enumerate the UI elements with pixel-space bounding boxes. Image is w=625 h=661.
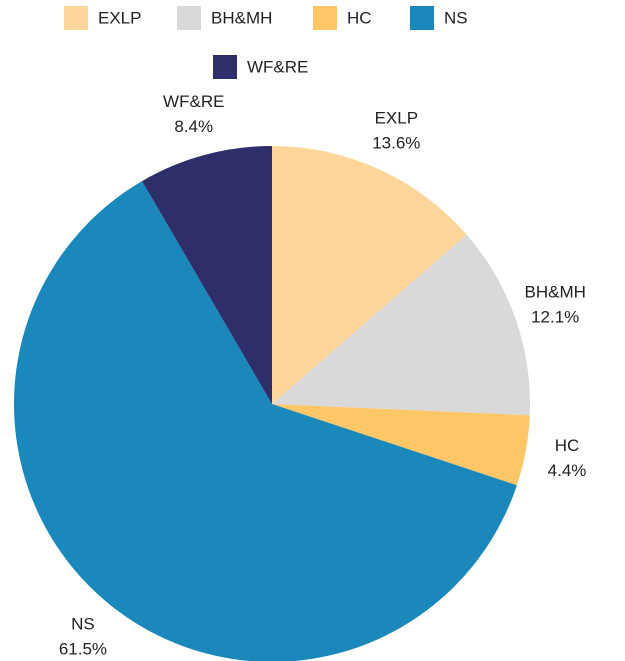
pie-slice xyxy=(272,404,530,486)
slice-value-label: 4.4% xyxy=(548,461,587,480)
pie-slice xyxy=(142,146,272,404)
legend-swatch xyxy=(213,55,237,79)
legend-label: EXLP xyxy=(98,8,141,27)
slice-label: BH&MH xyxy=(525,283,586,302)
slice-value-label: 13.6% xyxy=(372,133,420,152)
legend-label: NS xyxy=(444,8,468,27)
slice-label: NS xyxy=(71,614,95,633)
slice-value-label: 8.4% xyxy=(174,117,213,136)
legend-label: BH&MH xyxy=(211,8,272,27)
slice-label: EXLP xyxy=(375,108,418,127)
pie-slice xyxy=(272,146,467,404)
legend-swatch xyxy=(64,6,88,30)
pie-slice xyxy=(272,234,530,416)
legend-label: HC xyxy=(347,8,372,27)
slice-value-label: 61.5% xyxy=(59,639,107,658)
legend-swatch xyxy=(177,6,201,30)
pie-slice xyxy=(14,181,517,661)
legend-swatch xyxy=(410,6,434,30)
legend-label: WF&RE xyxy=(247,57,308,76)
legend-swatch xyxy=(313,6,337,30)
slice-label: WF&RE xyxy=(163,92,224,111)
slice-value-label: 12.1% xyxy=(531,308,579,327)
slice-label: HC xyxy=(555,436,580,455)
